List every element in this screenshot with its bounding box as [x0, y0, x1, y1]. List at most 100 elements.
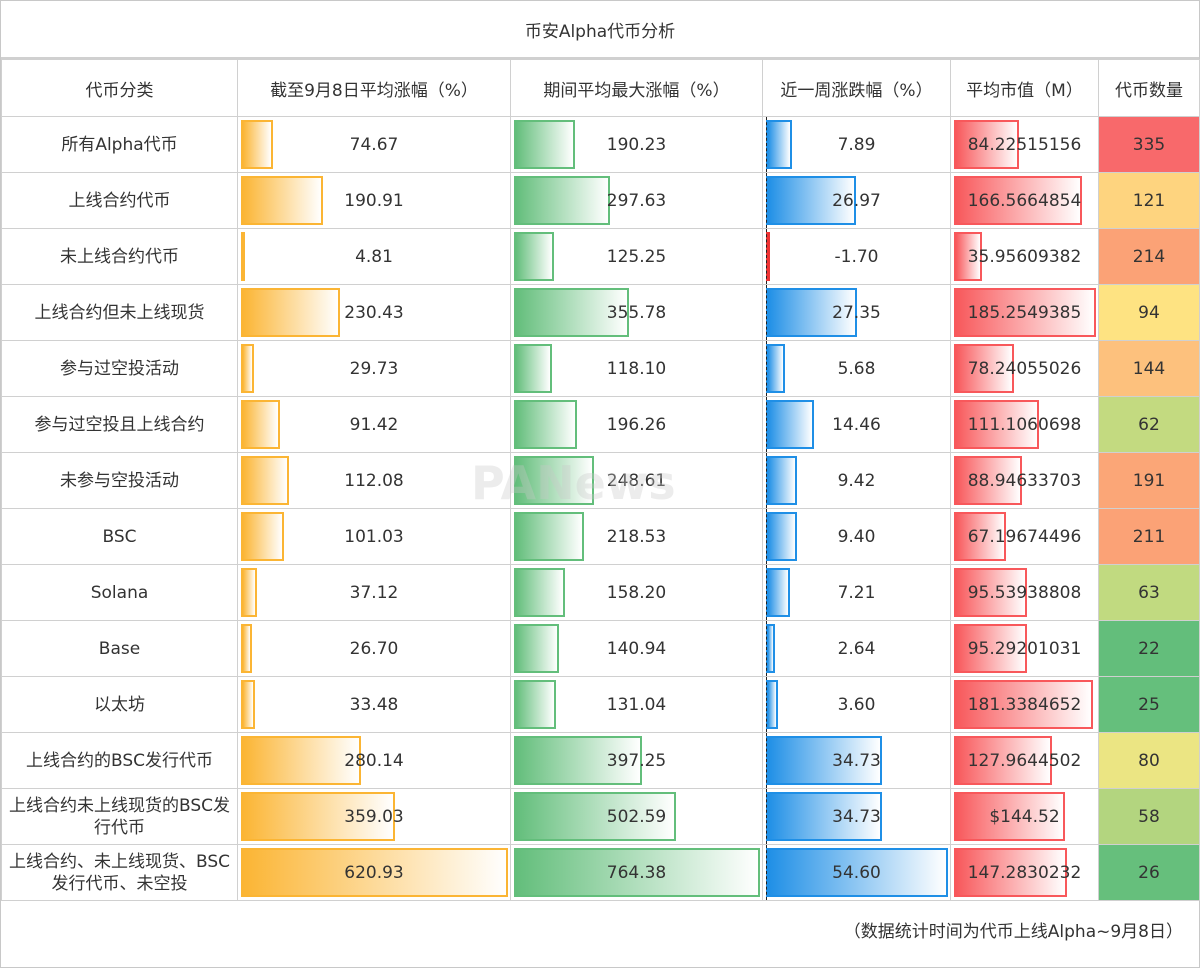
- avg-mcap-cell: 111.1060698: [950, 396, 1099, 453]
- avg-mcap-data-bar: [954, 848, 1067, 897]
- avg-mcap-cell: 88.94633703: [950, 452, 1099, 509]
- avg-gain-value: 190.91: [344, 190, 404, 211]
- avg-max-gain-cell: 125.25: [510, 228, 763, 285]
- avg-mcap-data-bar: [954, 288, 1096, 337]
- week-change-cell: 9.42: [762, 452, 951, 509]
- header-category: 代币分类: [1, 59, 238, 117]
- avg-gain-value: 359.03: [344, 806, 404, 827]
- category-cell: 上线合约代币: [1, 172, 238, 229]
- table-row: 未上线合约代币 4.81 125.25 -1.70 35.95609382 214: [1, 228, 1200, 285]
- avg-gain-cell: 26.70: [237, 620, 511, 677]
- avg-max-gain-cell: 190.23: [510, 116, 763, 173]
- category-cell: 以太坊: [1, 676, 238, 733]
- week-change-data-bar: [766, 120, 793, 169]
- week-change-data-bar: [766, 400, 815, 449]
- avg-max-gain-value: 502.59: [606, 806, 667, 827]
- category-cell: BSC: [1, 508, 238, 565]
- avg-max-gain-value: 355.78: [606, 302, 667, 323]
- week-change-data-bar: [766, 624, 775, 673]
- avg-gain-value: 280.14: [344, 750, 404, 771]
- count-cell: 26: [1098, 844, 1200, 901]
- avg-mcap-cell: 166.5664854: [950, 172, 1099, 229]
- header-week-change: 近一周涨跌幅（%）: [762, 59, 951, 117]
- week-change-cell: 5.68: [762, 340, 951, 397]
- avg-mcap-cell: 147.2830232: [950, 844, 1099, 901]
- count-cell: 62: [1098, 396, 1200, 453]
- avg-max-gain-value: 248.61: [606, 470, 667, 491]
- axis-line: [766, 565, 767, 620]
- axis-line: [766, 117, 767, 172]
- avg-mcap-cell: 181.3384652: [950, 676, 1099, 733]
- avg-gain-cell: 280.14: [237, 732, 511, 789]
- avg-mcap-value: 166.5664854: [967, 190, 1082, 211]
- avg-max-gain-cell: 158.20: [510, 564, 763, 621]
- week-change-value: 26.97: [832, 190, 881, 211]
- avg-mcap-cell: $144.52: [950, 788, 1099, 845]
- category-cell: 参与过空投活动: [1, 340, 238, 397]
- avg-gain-cell: 230.43: [237, 284, 511, 341]
- category-cell: Solana: [1, 564, 238, 621]
- avg-gain-data-bar: [241, 120, 274, 169]
- week-change-data-bar: [766, 456, 798, 505]
- avg-mcap-data-bar: [954, 176, 1082, 225]
- avg-gain-value: 37.12: [349, 582, 399, 603]
- avg-max-gain-cell: 131.04: [510, 676, 763, 733]
- avg-max-gain-data-bar: [514, 736, 642, 785]
- week-change-value: 2.64: [837, 638, 876, 659]
- avg-mcap-data-bar: [954, 400, 1040, 449]
- week-change-data-bar: [766, 736, 882, 785]
- axis-line: [766, 341, 767, 396]
- avg-gain-value: 26.70: [349, 638, 399, 659]
- axis-line: [766, 733, 767, 788]
- avg-max-gain-data-bar: [514, 848, 760, 897]
- table-row: 上线合约代币 190.91 297.63 26.97 166.5664854 121: [1, 172, 1200, 229]
- category-cell: 所有Alpha代币: [1, 116, 238, 173]
- axis-line: [766, 453, 767, 508]
- avg-gain-value: 33.48: [349, 694, 399, 715]
- count-cell: 335: [1098, 116, 1200, 173]
- avg-mcap-data-bar: [954, 792, 1065, 841]
- avg-max-gain-data-bar: [514, 624, 560, 673]
- table-row: 上线合约的BSC发行代币 280.14 397.25 34.73 127.9644502…: [1, 732, 1200, 789]
- axis-line: [766, 397, 767, 452]
- avg-mcap-cell: 78.24055026: [950, 340, 1099, 397]
- avg-max-gain-data-bar: [514, 120, 576, 169]
- table-row: 上线合约、未上线现货、BSC发行代币、未空投 620.93 764.38 54.60 1…: [1, 844, 1200, 901]
- table-title: 币安Alpha代币分析: [1, 1, 1199, 59]
- week-change-cell: 34.73: [762, 732, 951, 789]
- avg-max-gain-cell: 397.25: [510, 732, 763, 789]
- week-change-cell: 7.21: [762, 564, 951, 621]
- avg-max-gain-value: 118.10: [606, 358, 667, 379]
- week-change-data-bar: [766, 680, 778, 729]
- avg-max-gain-cell: 196.26: [510, 396, 763, 453]
- avg-gain-cell: 4.81: [237, 228, 511, 285]
- avg-gain-data-bar: [241, 512, 285, 561]
- avg-max-gain-data-bar: [514, 456, 594, 505]
- avg-max-gain-data-bar: [514, 512, 585, 561]
- category-cell: 上线合约但未上线现货: [1, 284, 238, 341]
- avg-gain-cell: 37.12: [237, 564, 511, 621]
- avg-max-gain-data-bar: [514, 568, 565, 617]
- count-cell: 144: [1098, 340, 1200, 397]
- axis-line: [766, 229, 767, 284]
- avg-max-gain-cell: 355.78: [510, 284, 763, 341]
- avg-max-gain-data-bar: [514, 680, 557, 729]
- week-change-value: 3.60: [837, 694, 876, 715]
- avg-max-gain-value: 764.38: [606, 862, 667, 883]
- table-row: Solana 37.12 158.20 7.21 95.53938808 63: [1, 564, 1200, 621]
- avg-mcap-value: 147.2830232: [967, 862, 1082, 883]
- week-change-value: 7.89: [837, 134, 876, 155]
- table-row: Base 26.70 140.94 2.64 95.29201031 22: [1, 620, 1200, 677]
- week-change-cell: 14.46: [762, 396, 951, 453]
- avg-gain-value: 112.08: [344, 470, 404, 491]
- avg-mcap-data-bar: [954, 624, 1028, 673]
- avg-max-gain-value: 158.20: [606, 582, 667, 603]
- avg-mcap-data-bar: [954, 568, 1028, 617]
- count-cell: 25: [1098, 676, 1200, 733]
- week-change-cell: 26.97: [762, 172, 951, 229]
- avg-max-gain-cell: 248.61: [510, 452, 763, 509]
- count-cell: 63: [1098, 564, 1200, 621]
- avg-gain-cell: 33.48: [237, 676, 511, 733]
- avg-mcap-data-bar: [954, 120, 1019, 169]
